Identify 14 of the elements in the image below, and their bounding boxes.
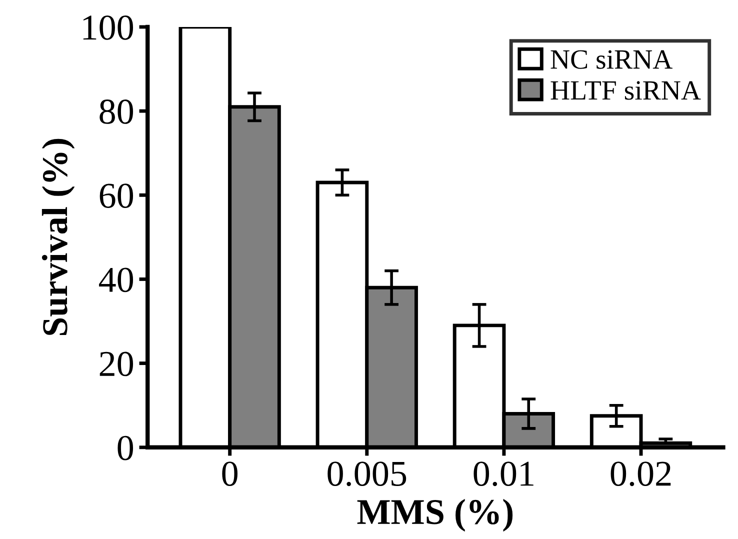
x-tick-label: 0.01 (474, 462, 534, 486)
legend-label: NC siRNA (550, 50, 672, 69)
y-tick-label: 40 (99, 268, 134, 292)
x-tick-label: 0 (222, 462, 238, 486)
x-tick-label: 0.02 (610, 462, 671, 486)
legend-label: HLTF siRNA (550, 81, 701, 100)
y-tick-label: 80 (100, 100, 134, 124)
y-axis-title: Survival (%) (42, 138, 75, 336)
x-tick-label: 0.005 (328, 462, 406, 486)
x-axis-title: MMS (%) (357, 498, 513, 532)
y-tick-label: 100 (83, 15, 134, 40)
y-tick-label: 60 (100, 184, 134, 208)
y-tick-label: 0 (118, 436, 134, 460)
y-tick-label: 20 (100, 352, 134, 376)
